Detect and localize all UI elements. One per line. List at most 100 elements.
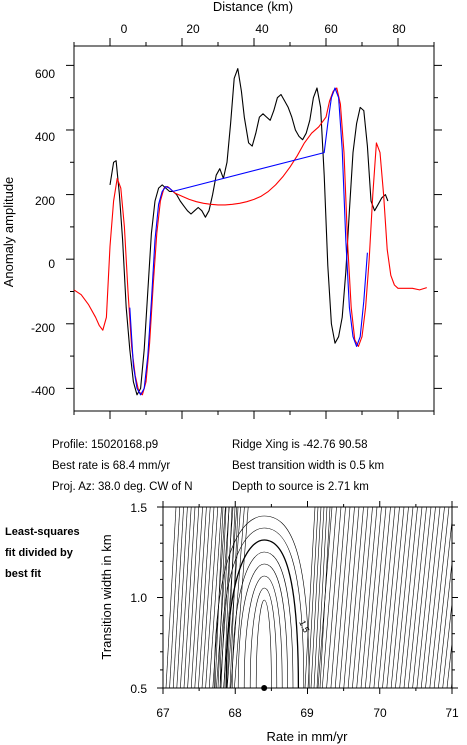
top-y-axis-title: Anomaly amplitude — [1, 177, 16, 288]
contour-line — [176, 507, 188, 688]
contour-line — [395, 507, 414, 688]
contour-line — [180, 507, 192, 688]
contour-y-axis-title: Transition width in km — [99, 534, 114, 659]
contour-line — [460, 507, 467, 688]
contour-line — [390, 507, 409, 688]
contour-line — [187, 507, 200, 688]
top-x-tick-label: 0 — [121, 22, 128, 36]
observed-anomaly-line — [109, 68, 389, 396]
contour-line — [334, 507, 351, 688]
contour-note-line: fit divided by — [5, 547, 74, 559]
contour-line — [416, 507, 436, 688]
contour-line — [433, 518, 452, 688]
contour-line — [425, 507, 445, 688]
contour-line — [216, 507, 230, 688]
top-y-tick-label: 200 — [35, 194, 55, 208]
top-plot-frame — [73, 45, 435, 412]
contour-lines — [165, 507, 467, 688]
contour-tick-marks — [157, 501, 458, 694]
top-x-tick-label: 20 — [186, 22, 200, 36]
contour-x-tick-label: 68 — [228, 706, 242, 720]
contour-line — [369, 507, 387, 688]
contour-line — [225, 539, 300, 688]
contour-line — [230, 507, 245, 688]
contour-line — [382, 507, 400, 688]
contour-line — [339, 507, 355, 688]
top-x-tick-marks — [73, 38, 435, 419]
contour-line — [226, 507, 328, 688]
contour-line — [231, 551, 294, 688]
contour-line — [214, 507, 316, 688]
contour-line — [217, 507, 319, 688]
top-x-tick-label: 60 — [324, 22, 338, 36]
contour-y-tick-label: 1.0 — [130, 591, 147, 605]
contour-line — [223, 507, 325, 688]
contour-line — [373, 507, 391, 688]
contour-line — [249, 587, 278, 688]
contour-line — [243, 575, 283, 688]
model-anomaly-line — [73, 87, 427, 396]
contour-line — [219, 527, 305, 688]
contour-line — [234, 507, 249, 688]
profile-info: Profile: 15020168.p9 Best rate is 68.4 m… — [52, 439, 384, 493]
best-width-label: Best transition width is 0.5 km — [232, 460, 384, 472]
profile-label: Profile: 15020168.p9 — [52, 439, 158, 451]
depth-label: Depth to source is 2.71 km — [232, 481, 369, 493]
top-y-tick-label: 400 — [35, 130, 55, 144]
contour-line — [190, 507, 203, 688]
contour-line — [169, 507, 181, 688]
contour-line — [194, 507, 207, 688]
contour-line — [403, 507, 423, 688]
contour-line — [360, 507, 378, 688]
contour-line — [438, 559, 452, 688]
contour-line — [201, 507, 215, 688]
contour-line — [322, 507, 337, 688]
top-y-tick-label: 600 — [35, 67, 55, 81]
top-y-tick-label: 0 — [48, 257, 55, 271]
contour-chart: Least-squares fit divided by best fit 67… — [5, 501, 467, 744]
contour-line — [377, 507, 396, 688]
contour-line — [183, 507, 196, 688]
contour-line — [412, 507, 432, 688]
best-rate-label: Best rate is 68.4 mm/yr — [52, 460, 170, 472]
contour-line — [352, 507, 369, 688]
contour-line — [330, 507, 346, 688]
ridge-crossing-label: Ridge Xing is -42.76 90.58 — [232, 439, 368, 451]
contour-line — [208, 507, 222, 688]
contour-x-axis-title: Rate in mm/yr — [267, 729, 349, 744]
contour-line — [237, 563, 288, 688]
contour-line — [198, 507, 211, 688]
contour-line — [205, 507, 219, 688]
contour-line — [213, 515, 310, 688]
fitted-segment-line — [129, 87, 368, 396]
contour-line — [408, 507, 427, 688]
contour-line — [386, 507, 405, 688]
contour-value-label: 1.5 — [297, 619, 311, 635]
top-chart: Distance (km) Anomaly amplitude 0 20 40 … — [1, 0, 442, 419]
contour-x-tick-label: 69 — [300, 706, 314, 720]
contour-line — [255, 599, 272, 688]
contour-line — [220, 507, 322, 688]
contour-line — [223, 507, 238, 688]
contour-line — [420, 507, 441, 688]
top-y-tick-label: -400 — [31, 384, 55, 398]
contour-line — [446, 640, 452, 688]
contour-line — [165, 507, 177, 688]
contour-note-line: best fit — [5, 568, 41, 580]
top-x-axis-title: Distance (km) — [213, 0, 293, 14]
contour-x-tick-label: 67 — [156, 706, 170, 720]
top-y-tick-label: -200 — [31, 321, 55, 335]
contour-line — [326, 507, 342, 688]
top-series-layer — [73, 68, 427, 396]
contour-note-line: Least-squares — [5, 526, 80, 538]
contour-line — [429, 507, 450, 688]
contour-line — [229, 507, 331, 688]
top-x-tick-label: 80 — [392, 22, 406, 36]
top-y-tick-marks — [66, 64, 442, 389]
contour-y-tick-label: 0.5 — [130, 682, 147, 696]
contour-line — [365, 507, 382, 688]
contour-x-tick-label: 71 — [445, 706, 459, 720]
contour-line — [356, 507, 373, 688]
best-fit-point — [261, 685, 268, 691]
